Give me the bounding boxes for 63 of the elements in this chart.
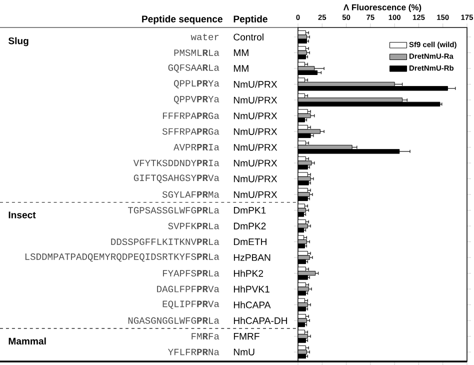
- y-tick-label: DDSSPGFFLKITKNVPRLa: [111, 238, 220, 246]
- bar: [298, 334, 308, 339]
- y2-tick-label: HhPVK1: [234, 286, 270, 292]
- bar: [298, 239, 307, 244]
- y-tick-label: FYAPFSPRLa: [162, 270, 220, 277]
- y-tick-label: QPPVPRYa: [174, 96, 220, 104]
- text: Peptide sequence: [142, 15, 222, 24]
- bar: [298, 129, 320, 134]
- y-tick-label: EQLIPFPRVa: [162, 300, 220, 309]
- bar: [298, 224, 308, 228]
- y2-tick-label: HhPK2: [234, 270, 264, 277]
- y-tick-label: TGPSASSGLWFGPRLa: [128, 207, 220, 214]
- y-tick-label: FMRFa: [192, 333, 220, 340]
- bar: [298, 255, 310, 260]
- y2-tick-label: DmPK1: [234, 206, 266, 214]
- y-tick-label: PMSMLRLa: [174, 49, 220, 56]
- y-tick-label: SVPFKPRLa: [168, 222, 220, 230]
- y2-tick-label: NmU/PRX: [234, 159, 278, 167]
- x2-axis-title: Λ Fluorescence (%): [344, 4, 422, 12]
- bar: [298, 208, 306, 213]
- y2-tick-label: MM: [234, 49, 248, 56]
- y-tick-label: water: [190, 34, 219, 40]
- bar: [298, 160, 312, 166]
- y2-tick-label: NmU/PRX: [234, 191, 278, 198]
- y2-tick-label: MM: [234, 65, 248, 72]
- bar: [298, 192, 310, 197]
- text: Peptide: [234, 15, 268, 24]
- y2-tick-label: NmU/PRX: [234, 144, 278, 151]
- y2-tick-label: NmU/PRX: [234, 96, 278, 104]
- y2-tick-label: NmU/PRX: [234, 128, 278, 135]
- y2-tick-label: NmU/PRX: [234, 112, 278, 120]
- y2-tick-label: HzPBAN: [234, 254, 270, 261]
- bar: [298, 113, 311, 118]
- y2-tick-label: FMRF: [234, 333, 260, 340]
- y-tick-label: QPPLPRYa: [174, 80, 220, 88]
- bar: [298, 176, 311, 182]
- y-tick-label: LSDDMPATPADQEMYRQDPEQIDSRTKYFSPRLa: [25, 253, 220, 262]
- y2-tick-label: NmU/PRX: [234, 175, 278, 182]
- text: Insect: [8, 212, 36, 218]
- text: Slug: [8, 37, 28, 46]
- y-tick-label: AVPRPRIa: [174, 144, 220, 150]
- y2-tick-label: HhCAPA: [234, 301, 271, 308]
- y2-tick-label: NmU/PRX: [234, 80, 278, 88]
- y-tick-label: VFYTKSDDNDYPRIa: [133, 160, 220, 166]
- y2-tick-label: DmPK2: [234, 222, 266, 230]
- text: Mammal: [8, 338, 46, 345]
- bar: [298, 318, 307, 323]
- y-tick-label: DAGLFPFPRVa: [157, 286, 220, 292]
- bar: [298, 270, 316, 276]
- y2-tick-label: Control: [234, 33, 264, 40]
- bar: [298, 302, 308, 308]
- y-tick-label: NGASGNGGLWFGPRLa: [128, 317, 220, 324]
- bar: [298, 286, 309, 292]
- y2-tick-label: NmU: [234, 348, 254, 356]
- y-tick-label: SGYLAFPRMa: [162, 191, 220, 198]
- y-tick-label: GIFTQSAHGSYPRVa: [134, 174, 220, 183]
- y-tick-label: FFFRPAPRGa: [162, 112, 220, 119]
- y2-tick-label: HhCAPA-DH: [234, 317, 287, 324]
- bar: [298, 350, 307, 354]
- y-tick-label: SFFRPAPRGa: [162, 128, 220, 135]
- y2-tick-label: DmETH: [234, 238, 266, 246]
- y-tick-label: YFLFRPRNa: [168, 348, 220, 356]
- y-tick-label: GQFSAARLa: [168, 64, 220, 73]
